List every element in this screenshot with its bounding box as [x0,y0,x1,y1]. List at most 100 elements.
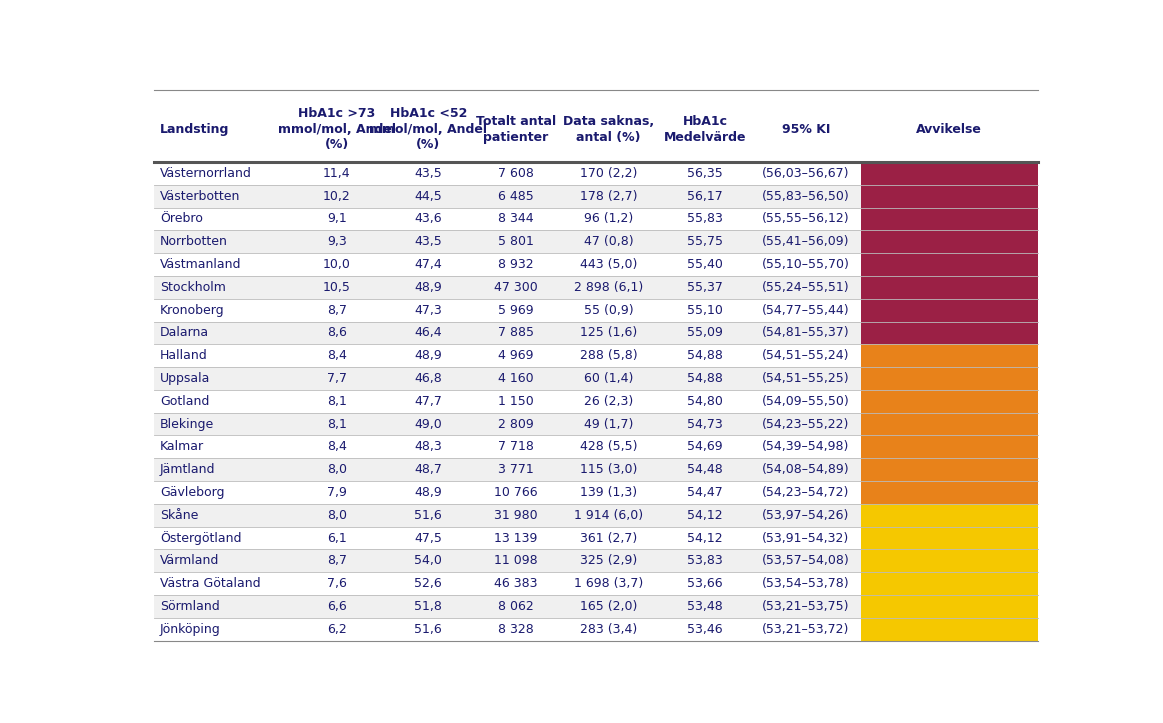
Text: Halland: Halland [159,349,207,362]
Text: 48,9: 48,9 [414,281,442,294]
Text: 26 (2,3): 26 (2,3) [584,395,633,408]
Text: Avvikelse: Avvikelse [916,123,983,136]
Text: 5 801: 5 801 [498,235,534,248]
Text: Jönköping: Jönköping [159,623,221,636]
Bar [861,413,1037,435]
Bar [861,458,1037,481]
Text: 54,12: 54,12 [687,509,723,522]
Text: (53,54–53,78): (53,54–53,78) [762,577,850,590]
Text: 46,8: 46,8 [414,372,442,385]
Text: (54,81–55,37): (54,81–55,37) [762,326,850,339]
Text: (54,23–54,72): (54,23–54,72) [762,486,849,499]
Bar [861,231,1037,253]
Text: Skåne: Skåne [159,509,198,522]
Text: Uppsala: Uppsala [159,372,211,385]
Bar [861,526,1037,549]
Text: 55,37: 55,37 [687,281,723,294]
Text: 8,6: 8,6 [327,326,347,339]
Text: Västerbotten: Västerbotten [159,189,241,202]
Text: 54,88: 54,88 [687,372,723,385]
Text: (54,51–55,24): (54,51–55,24) [762,349,849,362]
Text: 7,9: 7,9 [327,486,347,499]
Text: 54,48: 54,48 [687,463,723,476]
Bar [861,573,1037,595]
Text: 55,40: 55,40 [687,258,723,271]
Text: 361 (2,7): 361 (2,7) [580,531,637,544]
Text: Västernorrland: Västernorrland [159,167,251,180]
Text: Örebro: Örebro [159,213,202,226]
Text: Gävleborg: Gävleborg [159,486,224,499]
Text: 8 344: 8 344 [498,213,534,226]
Bar [155,276,1037,299]
Text: Jämtland: Jämtland [159,463,215,476]
Bar [155,367,1037,390]
Text: Kalmar: Kalmar [159,440,204,453]
Text: 47,3: 47,3 [414,304,442,317]
Text: 43,5: 43,5 [414,167,442,180]
Text: (53,97–54,26): (53,97–54,26) [762,509,849,522]
Text: 48,9: 48,9 [414,486,442,499]
Bar [861,504,1037,526]
Bar [155,481,1037,504]
Text: 54,47: 54,47 [687,486,723,499]
Text: 2 809: 2 809 [498,418,534,431]
Text: 53,46: 53,46 [687,623,723,636]
Text: 6,2: 6,2 [327,623,347,636]
Text: 54,73: 54,73 [687,418,723,431]
Text: 60 (1,4): 60 (1,4) [584,372,633,385]
Bar [861,208,1037,231]
Bar [861,390,1037,413]
Bar [861,344,1037,367]
Text: 178 (2,7): 178 (2,7) [579,189,637,202]
Bar [155,162,1037,184]
Text: 8 932: 8 932 [498,258,534,271]
Bar [861,299,1037,322]
Bar [155,413,1037,435]
Text: 54,88: 54,88 [687,349,723,362]
Bar [155,208,1037,231]
Text: 8,7: 8,7 [327,304,347,317]
Text: 48,3: 48,3 [414,440,442,453]
Bar [861,549,1037,573]
Text: 51,8: 51,8 [414,600,442,613]
Text: HbA1c <52
mmol/mol, Andel
(%): HbA1c <52 mmol/mol, Andel (%) [369,107,487,151]
Text: 7 608: 7 608 [498,167,534,180]
Text: 443 (5,0): 443 (5,0) [579,258,637,271]
Text: 46 383: 46 383 [494,577,537,590]
Bar [155,618,1037,641]
Text: 56,17: 56,17 [687,189,723,202]
Text: Dalarna: Dalarna [159,326,209,339]
Text: (55,55–56,12): (55,55–56,12) [762,213,850,226]
Text: 1 914 (6,0): 1 914 (6,0) [573,509,643,522]
Text: 44,5: 44,5 [414,189,442,202]
Text: 96 (1,2): 96 (1,2) [584,213,633,226]
Text: 8,0: 8,0 [327,509,347,522]
Text: 49,0: 49,0 [414,418,442,431]
Bar [155,322,1037,344]
Text: (53,91–54,32): (53,91–54,32) [762,531,849,544]
Bar [155,231,1037,253]
Text: 5 969: 5 969 [498,304,534,317]
Text: HbA1c
Medelvärde: HbA1c Medelvärde [664,115,747,144]
Text: 10,0: 10,0 [323,258,351,271]
Bar [155,299,1037,322]
Text: 56,35: 56,35 [687,167,723,180]
Text: (55,10–55,70): (55,10–55,70) [762,258,850,271]
Text: 115 (3,0): 115 (3,0) [579,463,637,476]
Text: 47,4: 47,4 [414,258,442,271]
Text: Landsting: Landsting [159,123,229,136]
Bar [861,184,1037,208]
Text: 4 969: 4 969 [498,349,534,362]
Text: 54,69: 54,69 [687,440,723,453]
Text: (56,03–56,67): (56,03–56,67) [762,167,849,180]
Bar [155,435,1037,458]
Text: 288 (5,8): 288 (5,8) [579,349,637,362]
Text: 43,6: 43,6 [414,213,442,226]
Bar [155,344,1037,367]
Text: 47 (0,8): 47 (0,8) [584,235,633,248]
Text: 6,1: 6,1 [327,531,347,544]
Bar [861,253,1037,276]
Text: Östergötland: Östergötland [159,531,241,545]
Text: 1 150: 1 150 [498,395,534,408]
Text: 51,6: 51,6 [414,509,442,522]
